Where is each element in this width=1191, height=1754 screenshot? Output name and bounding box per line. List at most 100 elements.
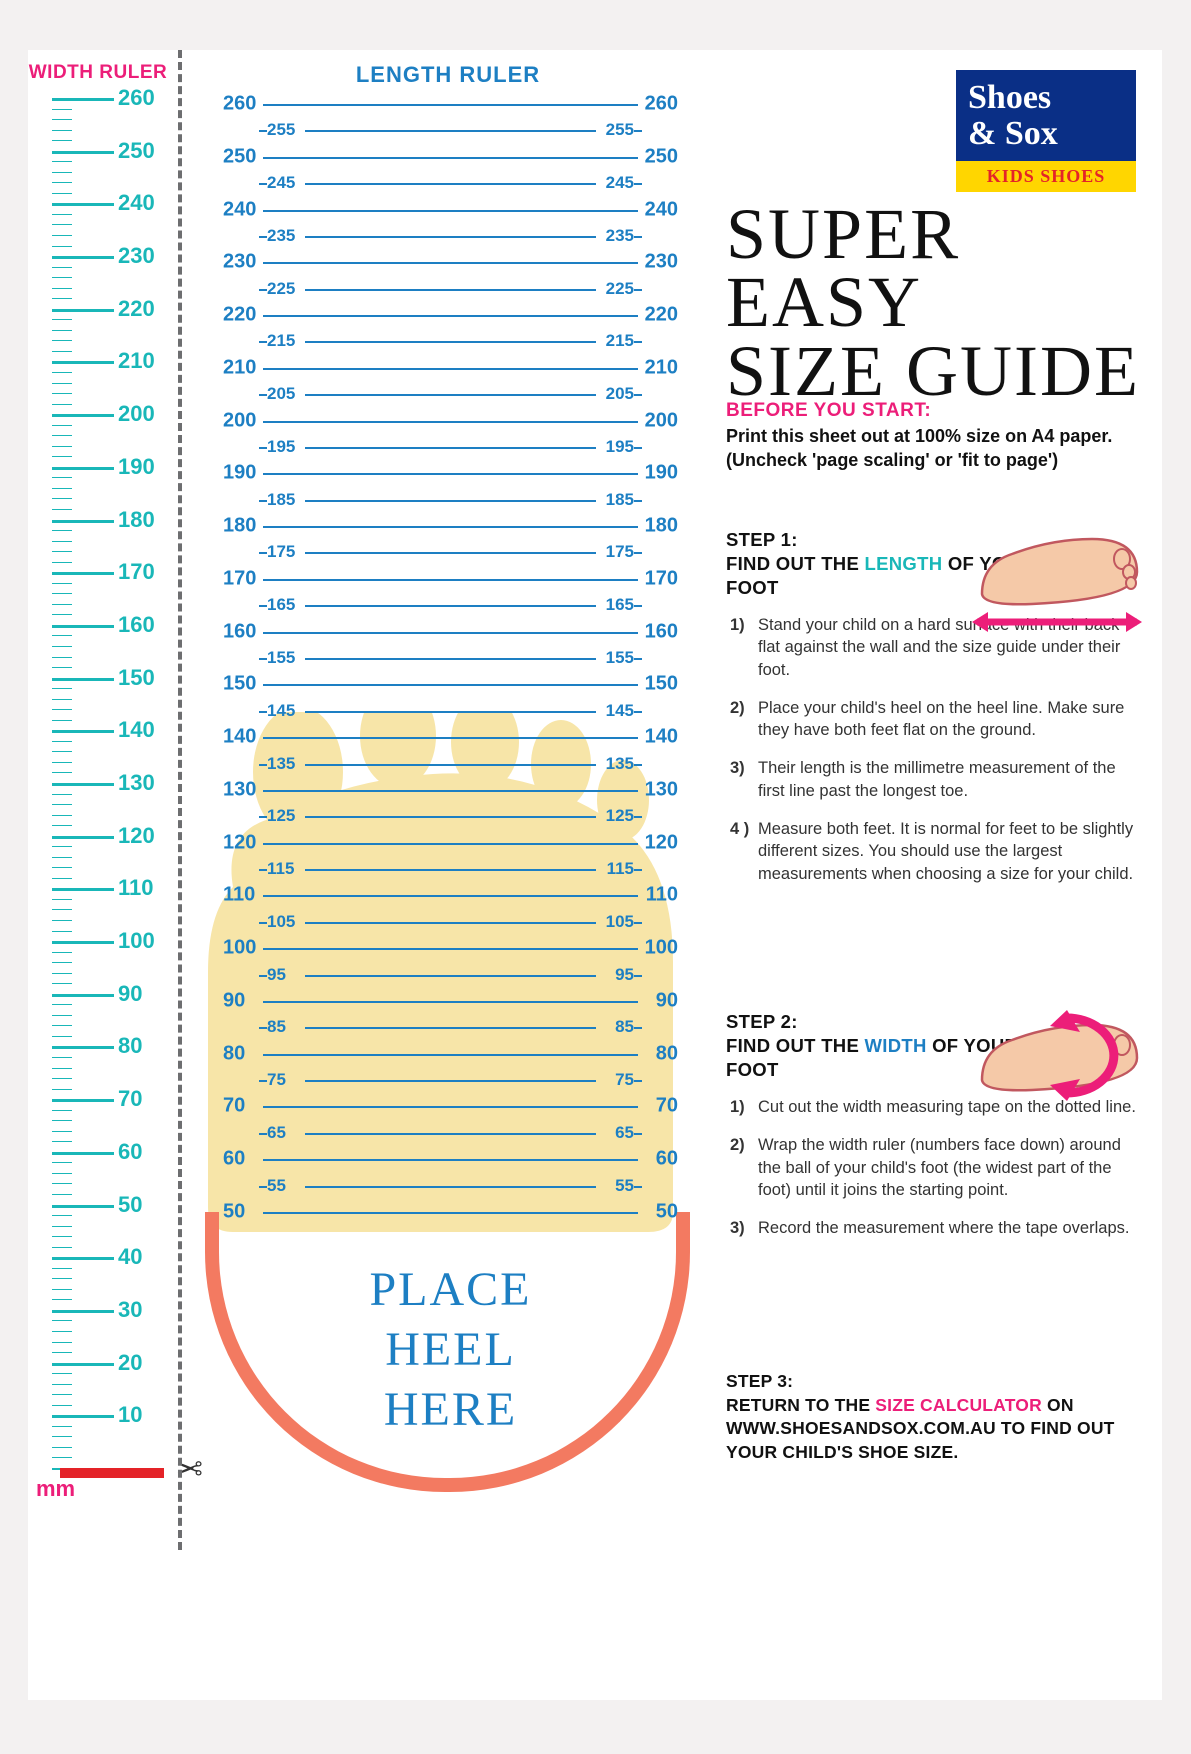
cut-line — [178, 50, 182, 1550]
width-tick-label: 170 — [118, 559, 155, 585]
length-tick-label-left: 200 — [223, 409, 256, 432]
length-tick-label-left: 75 — [267, 1070, 286, 1090]
mm-bar — [60, 1468, 164, 1478]
length-tick-label-right: 260 — [645, 93, 678, 116]
length-tick-label-left: 240 — [223, 198, 256, 221]
length-tick-label-left: 165 — [267, 595, 295, 615]
width-tick-label: 190 — [118, 454, 155, 480]
length-tick-label-right: 190 — [645, 462, 678, 485]
length-tick-label-right: 60 — [656, 1148, 678, 1171]
width-tick-label: 250 — [118, 138, 155, 164]
width-tick-label: 210 — [118, 348, 155, 374]
length-tick-label-left: 85 — [267, 1017, 286, 1037]
width-tick-label: 220 — [118, 296, 155, 322]
heel-text: PLACE HEEL HERE — [223, 1260, 678, 1440]
length-tick-label-left: 250 — [223, 145, 256, 168]
length-tick-label-left: 215 — [267, 331, 295, 351]
length-tick-label-left: 60 — [223, 1148, 245, 1171]
width-tick-label: 60 — [118, 1139, 142, 1165]
list-item: 3)Record the measurement where the tape … — [730, 1217, 1136, 1239]
length-tick-label-left: 95 — [267, 965, 286, 985]
length-tick-label-left: 235 — [267, 226, 295, 246]
length-tick-label-right: 50 — [656, 1201, 678, 1224]
length-tick-label-left: 180 — [223, 515, 256, 538]
length-tick-label-right: 85 — [615, 1017, 634, 1037]
step-1-list: 1)Stand your child on a hard surface wit… — [726, 614, 1136, 885]
step-2: STEP 2: FIND OUT THE WIDTH OF YOUR CHILD… — [726, 1010, 1136, 1255]
length-tick-label-right: 255 — [606, 120, 634, 140]
width-tick-label: 230 — [118, 243, 155, 269]
width-tick-label: 100 — [118, 928, 155, 954]
length-tick-label-left: 185 — [267, 490, 295, 510]
length-tick-label-left: 80 — [223, 1042, 245, 1065]
width-tick-label: 260 — [118, 85, 155, 111]
length-tick-label-right: 65 — [615, 1123, 634, 1143]
list-item: 4 )Measure both feet. It is normal for f… — [730, 818, 1136, 885]
width-tick-label: 140 — [118, 717, 155, 743]
width-tick-label: 30 — [118, 1297, 142, 1323]
width-tick-label: 200 — [118, 401, 155, 427]
length-tick-label-left: 115 — [267, 859, 294, 879]
brand-logo: Shoes& Sox KIDS SHOES — [956, 70, 1136, 192]
length-tick-label-right: 115 — [607, 859, 634, 879]
length-tick-label-left: 155 — [267, 648, 295, 668]
width-tick-label: 80 — [118, 1033, 142, 1059]
length-tick-label-right: 140 — [645, 726, 678, 749]
step-3: STEP 3: RETURN TO THE SIZE CALCULATOR ON… — [726, 1370, 1136, 1465]
length-tick-label-right: 80 — [656, 1042, 678, 1065]
length-tick-label-left: 205 — [267, 384, 295, 404]
length-tick-label-right: 175 — [606, 542, 634, 562]
foot-width-icon — [972, 988, 1142, 1128]
length-tick-label-right: 230 — [645, 251, 678, 274]
length-tick-label-left: 90 — [223, 989, 245, 1012]
length-tick-label-left: 110 — [223, 884, 255, 907]
length-tick-label-right: 105 — [606, 912, 634, 932]
length-tick-label-left: 210 — [223, 356, 256, 379]
length-tick-label-left: 65 — [267, 1123, 286, 1143]
width-tick-label: 20 — [118, 1350, 142, 1376]
length-tick-label-right: 75 — [615, 1070, 634, 1090]
width-tick-label: 90 — [118, 981, 142, 1007]
width-tick-label: 50 — [118, 1192, 142, 1218]
length-tick-label-right: 135 — [606, 754, 634, 774]
width-tick-label: 240 — [118, 190, 155, 216]
width-tick-label: 120 — [118, 823, 155, 849]
length-tick-label-left: 220 — [223, 304, 256, 327]
length-tick-label-right: 185 — [606, 490, 634, 510]
length-tick-label-right: 200 — [645, 409, 678, 432]
length-tick-label-left: 105 — [267, 912, 295, 932]
before-you-start: BEFORE YOU START: Print this sheet out a… — [726, 400, 1126, 473]
length-tick-label-left: 55 — [267, 1176, 286, 1196]
width-tick-label: 70 — [118, 1086, 142, 1112]
width-tick-label: 150 — [118, 665, 155, 691]
length-tick-label-right: 150 — [645, 673, 678, 696]
length-tick-label-left: 255 — [267, 120, 295, 140]
length-tick-label-left: 170 — [223, 567, 256, 590]
length-tick-label-left: 175 — [267, 542, 295, 562]
length-tick-label-right: 220 — [645, 304, 678, 327]
foot-length-icon — [972, 504, 1142, 644]
length-tick-label-right: 215 — [606, 331, 634, 351]
length-tick-label-left: 245 — [267, 173, 295, 193]
length-tick-label-left: 125 — [267, 806, 295, 826]
length-tick-label-left: 70 — [223, 1095, 245, 1118]
length-tick-label-left: 195 — [267, 437, 295, 457]
width-tick-label: 130 — [118, 770, 155, 796]
page: WIDTH RULER 1020304050607080901001101201… — [28, 50, 1162, 1700]
length-ruler: PLACE HEEL HERE 505055556060656570707575… — [223, 100, 678, 1492]
length-tick-label-left: 190 — [223, 462, 256, 485]
length-tick-label-left: 135 — [267, 754, 295, 774]
logo-top: Shoes& Sox — [956, 70, 1136, 161]
length-ruler-title: LENGTH RULER — [208, 62, 688, 88]
length-tick-label-left: 160 — [223, 620, 256, 643]
width-tick-label: 160 — [118, 612, 155, 638]
length-tick-label-left: 50 — [223, 1201, 245, 1224]
before-heading: BEFORE YOU START: — [726, 400, 1126, 422]
length-tick-label-right: 90 — [656, 989, 678, 1012]
logo-bottom: KIDS SHOES — [956, 161, 1136, 192]
length-tick-label-right: 130 — [645, 778, 678, 801]
width-ruler-title: WIDTH RULER — [28, 62, 168, 84]
length-tick-label-right: 245 — [606, 173, 634, 193]
before-body: Print this sheet out at 100% size on A4 … — [726, 424, 1126, 473]
length-tick-label-left: 130 — [223, 778, 256, 801]
